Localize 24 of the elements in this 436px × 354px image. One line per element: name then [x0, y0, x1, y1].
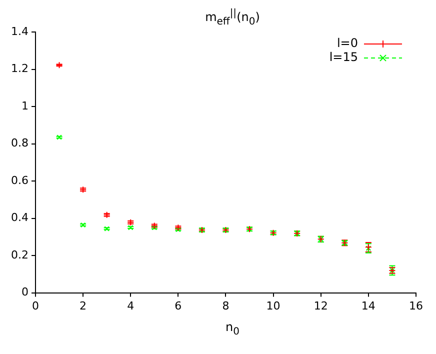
y-tick-label: 0.4 — [10, 211, 28, 224]
x-tick-label: 2 — [80, 299, 87, 312]
y-tick-label: 0.8 — [10, 136, 28, 150]
x-tick-label: 8 — [222, 299, 230, 312]
x-tick-label: 0 — [32, 299, 39, 312]
x-tick-label: 12 — [314, 299, 328, 312]
point — [128, 224, 134, 230]
x-tick-label: 16 — [409, 299, 423, 312]
legend-label: l=0 — [336, 36, 358, 50]
y-tick-label: 1 — [21, 99, 28, 112]
y-tick-label: 1.4 — [10, 24, 28, 38]
x-tick-label: 4 — [127, 299, 134, 312]
x-tick-label: 14 — [361, 299, 376, 312]
point — [80, 222, 86, 228]
x-tick-label: 6 — [174, 299, 182, 312]
legend-label: l=15 — [329, 50, 358, 64]
y-tick-label: 0.6 — [10, 174, 28, 187]
y-tick-label: 0.2 — [10, 248, 28, 262]
chart-title: m$_{eff}$$^{||}$(n$_{0}$) — [204, 8, 261, 28]
x-axis-title: n$_{0}$ — [224, 320, 240, 338]
y-tick-label: 0 — [21, 286, 28, 299]
point — [56, 62, 63, 69]
x-tick-label: 10 — [266, 299, 280, 312]
y-tick-label: 1.2 — [10, 62, 28, 76]
